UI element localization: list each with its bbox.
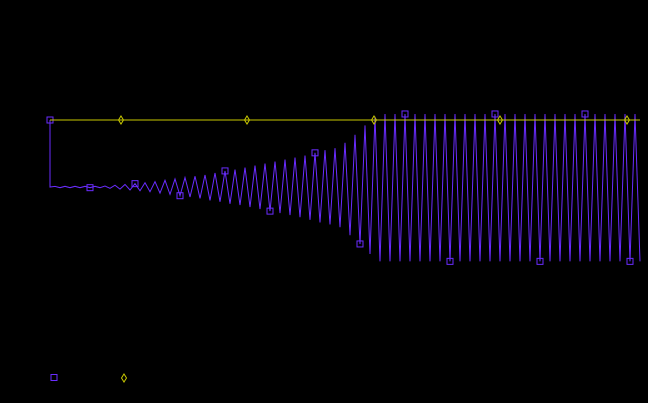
point-marker bbox=[370, 115, 378, 125]
point-marker bbox=[401, 110, 409, 118]
legend bbox=[50, 373, 128, 383]
point-marker bbox=[623, 115, 631, 125]
point-marker bbox=[86, 184, 94, 192]
point-marker bbox=[311, 149, 319, 157]
legend-marker bbox=[50, 374, 58, 381]
legend-marker bbox=[120, 373, 128, 383]
point-marker bbox=[626, 257, 634, 265]
point-marker bbox=[491, 110, 499, 118]
point-marker bbox=[356, 240, 364, 248]
point-marker bbox=[446, 257, 454, 265]
point-marker bbox=[117, 115, 125, 125]
point-marker bbox=[266, 207, 274, 215]
point-marker bbox=[243, 115, 251, 125]
point-marker bbox=[176, 192, 184, 200]
series-line bbox=[49, 113, 641, 262]
point-marker bbox=[536, 257, 544, 265]
point-marker bbox=[221, 167, 229, 175]
point-marker bbox=[496, 115, 504, 125]
point-marker bbox=[131, 180, 139, 188]
point-marker bbox=[581, 110, 589, 118]
